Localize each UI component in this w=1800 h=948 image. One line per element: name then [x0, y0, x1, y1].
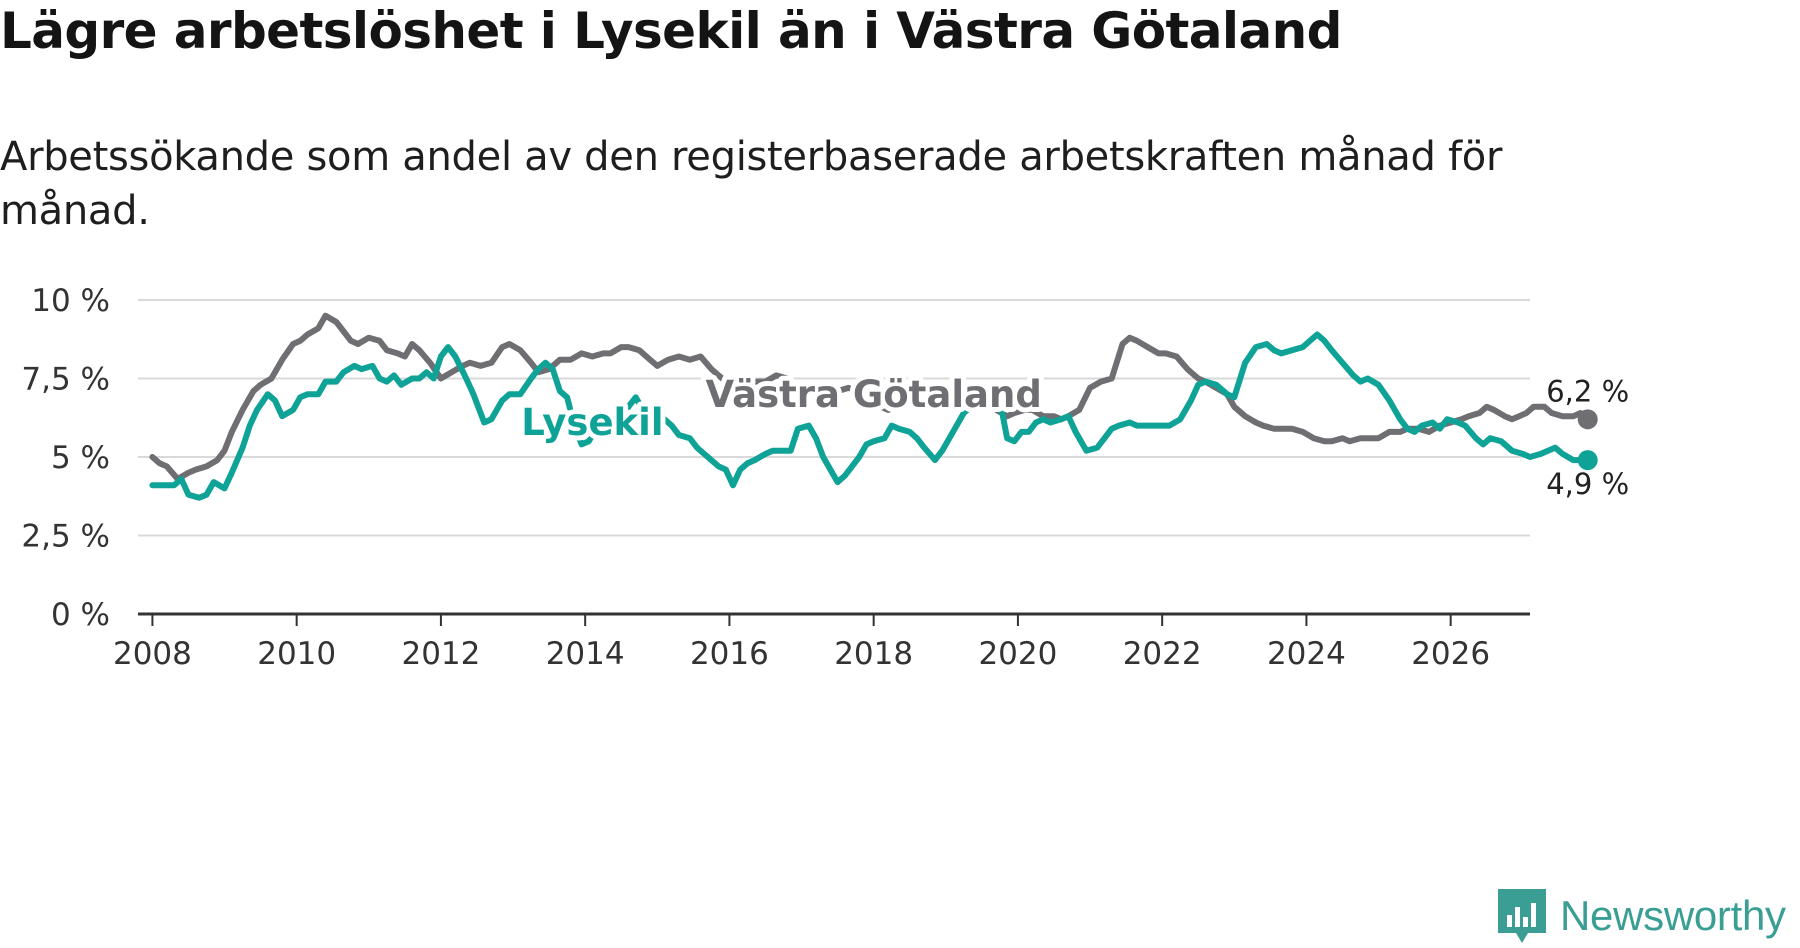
x-tick-label: 2014: [546, 636, 625, 672]
x-tick-label: 2012: [401, 636, 480, 672]
x-tick-label: 2018: [834, 636, 913, 672]
y-tick-label: 5 %: [51, 440, 110, 476]
series-line-lysekil: [149, 331, 1591, 501]
x-tick-label: 2024: [1267, 636, 1346, 672]
x-tick-label: 2008: [113, 636, 192, 672]
y-axis-tick-labels: 0 % 2,5 % 5 % 7,5 % 10 %: [21, 283, 110, 633]
chart-title: Lägre arbetslöshet i Lysekil än i Västra…: [0, 2, 1342, 60]
chart-subtitle: Arbetssökande som andel av den registerb…: [0, 134, 1503, 234]
series-lines: [149, 312, 1598, 501]
brand-logo: Newsworthy: [1496, 885, 1786, 947]
x-tick-label: 2010: [257, 636, 336, 672]
y-tick-label: 7,5 %: [21, 362, 110, 398]
end-point-vastra-gotaland: [1577, 409, 1598, 430]
x-tick-label: 2022: [1123, 636, 1202, 672]
series-line-vastra-gotaland: [149, 312, 1591, 482]
newsworthy-logo-icon: [1498, 889, 1546, 943]
y-tick-label: 2,5 %: [21, 519, 110, 555]
x-tick-label: 2020: [978, 636, 1057, 672]
x-tick-label: 2026: [1411, 636, 1490, 672]
end-point-lysekil: [1577, 450, 1598, 471]
end-value-label-lysekil: 4,9 %: [1546, 467, 1629, 501]
x-axis: 2008 2010 2012 2014 2016 2018 2020 2022 2024 2026: [113, 612, 1530, 672]
series-labels: 6,2 % Västra Götaland 4,9 % Lysekil: [516, 368, 1629, 501]
end-value-label-vastra-gotaland: 6,2 %: [1546, 374, 1629, 408]
y-tick-label: 10 %: [31, 283, 110, 319]
x-tick-label: 2016: [690, 636, 769, 672]
gridlines: [138, 299, 1530, 537]
series-label-lysekil: Lysekil: [521, 401, 663, 444]
brand-name: Newsworthy: [1560, 892, 1786, 939]
series-label-vastra-gotaland: Västra Götaland: [706, 373, 1042, 416]
y-tick-label: 0 %: [51, 597, 110, 633]
